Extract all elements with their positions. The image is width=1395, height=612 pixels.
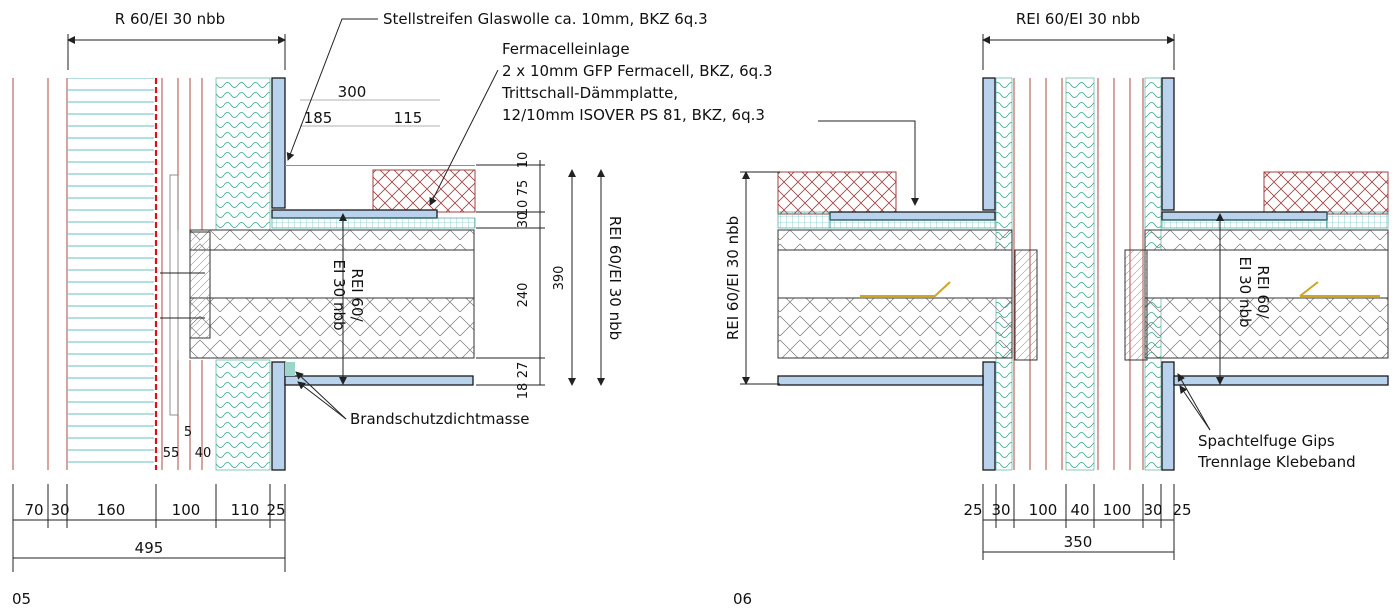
d06-bot-100a: 100 bbox=[1029, 501, 1058, 519]
d06-trennlage: Trennlage Klebeband bbox=[1197, 453, 1356, 471]
d05-rating-right: REI 60/EI 30 nbb bbox=[606, 216, 624, 340]
d05-rating-vert-1: REI 60/ bbox=[348, 268, 366, 322]
d06-label: 06 bbox=[733, 590, 752, 608]
d06-bot-30a: 30 bbox=[991, 501, 1010, 519]
d05-dim-27: 27 bbox=[516, 362, 531, 379]
d06-spachtel: Spachtelfuge Gips bbox=[1198, 432, 1335, 450]
d05-bot-25: 25 bbox=[266, 501, 285, 519]
d05-fermacell-2: 2 x 10mm GFP Fermacell, BKZ, 6q.3 bbox=[502, 62, 773, 80]
d05-dim-10b: 10 bbox=[516, 200, 531, 217]
detail-05: R 60/EI 30 nbb bbox=[12, 10, 773, 608]
d05-total: 495 bbox=[135, 539, 164, 557]
d05-dim-40: 40 bbox=[195, 446, 212, 461]
d05-top-title: R 60/EI 30 nbb bbox=[115, 10, 225, 28]
d05-dim-115: 115 bbox=[394, 109, 423, 127]
d06-total: 350 bbox=[1064, 533, 1093, 551]
d06-rating-left: REI 60/EI 30 nbb bbox=[724, 216, 742, 340]
d05-rating-vert-2: EI 30 nbb bbox=[330, 259, 348, 330]
d05-tritt-2: 12/10mm ISOVER PS 81, BKZ, 6q.3 bbox=[502, 106, 765, 124]
d06-bot-25a: 25 bbox=[963, 501, 982, 519]
d06-bot-100b: 100 bbox=[1103, 501, 1132, 519]
d05-dim-300: 300 bbox=[338, 83, 367, 101]
d05-tritt-1: Trittschall-Dämmplatte, bbox=[501, 84, 678, 102]
d05-dim-185: 185 bbox=[304, 109, 333, 127]
d06-top-title: REI 60/EI 30 nbb bbox=[1016, 10, 1140, 28]
d06-bot-25b: 25 bbox=[1172, 501, 1191, 519]
d05-dim-240: 240 bbox=[516, 283, 531, 308]
d05-dim-10a: 10 bbox=[516, 152, 531, 169]
d05-dim-30: 30 bbox=[516, 212, 531, 229]
d05-dim-75: 75 bbox=[516, 180, 531, 197]
d06-bot-30b: 30 bbox=[1143, 501, 1162, 519]
d06-rating-right-2: EI 30 nbb bbox=[1236, 256, 1254, 327]
d05-dim-18: 18 bbox=[516, 383, 531, 400]
d05-brandschutz: Brandschutzdichtmasse bbox=[350, 410, 530, 428]
d05-dim-55: 55 bbox=[163, 446, 180, 461]
d05-bot-70: 70 bbox=[24, 501, 43, 519]
d05-label: 05 bbox=[12, 590, 31, 608]
d05-bot-30: 30 bbox=[50, 501, 69, 519]
d05-bot-110: 110 bbox=[231, 501, 260, 519]
d05-fermacell-1: Fermacelleinlage bbox=[502, 40, 630, 58]
d05-dim-390: 390 bbox=[552, 266, 567, 291]
d06-rating-right-1: REI 60/ bbox=[1254, 265, 1272, 319]
d05-bot-100: 100 bbox=[172, 501, 201, 519]
d05-stellstreifen: Stellstreifen Glaswolle ca. 10mm, BKZ 6q… bbox=[383, 10, 708, 28]
detail-06: REI 60/EI 30 nbb bbox=[724, 10, 1389, 608]
d06-bot-40: 40 bbox=[1070, 501, 1089, 519]
d05-dim-5: 5 bbox=[184, 425, 192, 440]
d05-bot-160: 160 bbox=[97, 501, 126, 519]
